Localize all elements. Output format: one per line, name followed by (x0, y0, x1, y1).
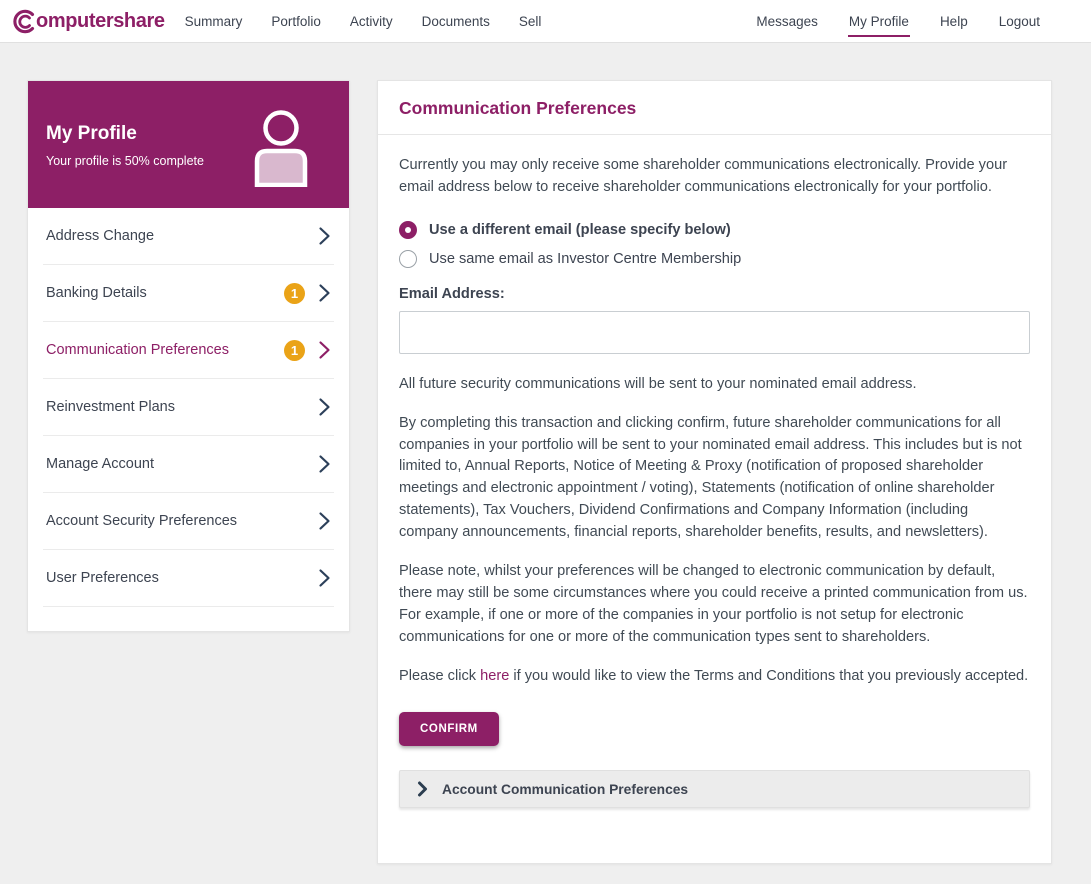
profile-menu: Address Change Banking Details 1 Communi… (28, 208, 349, 631)
sidebar-item-banking-details[interactable]: Banking Details 1 (43, 265, 334, 322)
nav-my-profile[interactable]: My Profile (847, 11, 910, 37)
nav-logout[interactable]: Logout (998, 13, 1040, 29)
communication-preferences-panel: Communication Preferences Currently you … (377, 80, 1052, 864)
logo-text: omputershare (36, 9, 165, 32)
nav-portfolio[interactable]: Portfolio (271, 13, 321, 29)
sidebar-item-communication-preferences[interactable]: Communication Preferences 1 (43, 322, 334, 379)
computershare-logo[interactable]: omputershare (10, 8, 165, 35)
profile-header: My Profile Your profile is 50% complete (28, 81, 349, 208)
email-choice-radios: Use a different email (please specify be… (399, 220, 1030, 268)
chevron-right-icon (318, 340, 331, 360)
chevron-right-icon (318, 283, 331, 303)
radio-use-different-email[interactable]: Use a different email (please specify be… (399, 220, 1030, 239)
logo-c-icon (13, 9, 35, 33)
secondary-nav: Messages My Profile Help Logout (755, 11, 1041, 37)
top-navigation-bar: omputershare Summary Portfolio Activity … (0, 0, 1091, 43)
chevron-right-icon (318, 568, 331, 588)
person-icon (254, 110, 308, 187)
chevron-right-icon (318, 397, 331, 417)
panel-body: Currently you may only receive some shar… (378, 135, 1051, 828)
radio-use-same-email[interactable]: Use same email as Investor Centre Member… (399, 249, 1030, 268)
printed-communication-paragraph: Please note, whilst your preferences wil… (399, 563, 1028, 645)
email-address-label: Email Address: (399, 285, 505, 302)
nav-activity[interactable]: Activity (349, 13, 393, 29)
sidebar-item-address-change[interactable]: Address Change (43, 208, 334, 265)
nav-messages[interactable]: Messages (756, 13, 818, 29)
sidebar-item-manage-account[interactable]: Manage Account (43, 436, 334, 493)
confirm-button[interactable]: CONFIRM (399, 712, 499, 747)
chevron-right-icon (318, 511, 331, 531)
sidebar-item-user-preferences[interactable]: User Preferences (43, 550, 334, 607)
nav-documents[interactable]: Documents (421, 13, 490, 29)
terms-and-conditions-link[interactable]: here (480, 667, 510, 684)
chevron-right-icon (318, 226, 331, 246)
page-title: Communication Preferences (378, 81, 1051, 135)
notification-badge: 1 (284, 339, 305, 361)
radio-unselected-icon[interactable] (399, 249, 417, 268)
profile-title: My Profile (46, 123, 137, 144)
chevron-right-icon (318, 454, 331, 474)
nav-summary[interactable]: Summary (184, 13, 243, 29)
sidebar-item-account-security-preferences[interactable]: Account Security Preferences (43, 493, 334, 550)
terms-paragraph: Please click here if you would like to v… (399, 667, 1029, 684)
chevron-right-icon (417, 781, 428, 797)
nav-sell[interactable]: Sell (518, 13, 542, 29)
email-address-input[interactable] (399, 310, 1030, 354)
sidebar-item-reinvestment-plans[interactable]: Reinvestment Plans (43, 379, 334, 436)
confirm-details-paragraph: By completing this transaction and click… (399, 414, 1022, 541)
nominated-email-note: All future security communications will … (399, 375, 917, 392)
primary-nav: Summary Portfolio Activity Documents Sel… (184, 11, 543, 32)
nav-help[interactable]: Help (939, 13, 968, 29)
notification-badge: 1 (284, 282, 305, 304)
account-communication-preferences-accordion[interactable]: Account Communication Preferences (399, 770, 1030, 809)
profile-completion-text: Your profile is 50% complete (46, 154, 204, 168)
page-content: My Profile Your profile is 50% complete … (0, 43, 1091, 864)
radio-selected-icon[interactable] (399, 220, 417, 239)
intro-text: Currently you may only receive some shar… (399, 157, 1008, 195)
profile-sidebar: My Profile Your profile is 50% complete … (27, 80, 350, 632)
